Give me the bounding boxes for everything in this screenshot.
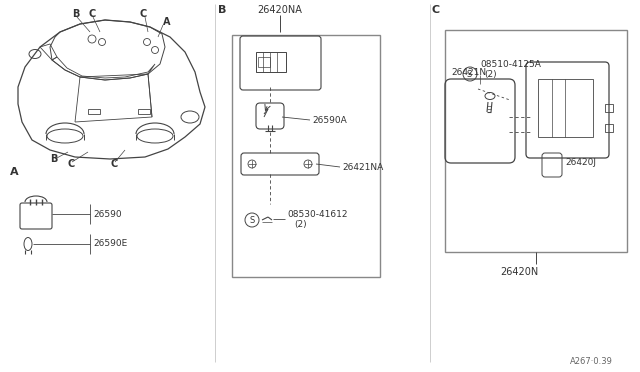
Text: A: A — [10, 167, 19, 177]
Text: 08530-41612: 08530-41612 — [287, 209, 348, 218]
Text: 26420NA: 26420NA — [257, 5, 303, 15]
Text: 08510-4125A: 08510-4125A — [480, 60, 541, 68]
Bar — [88, 109, 100, 114]
Bar — [256, 52, 286, 72]
Text: C: C — [432, 5, 440, 15]
Text: 26420J: 26420J — [565, 157, 596, 167]
Text: B: B — [218, 5, 227, 15]
Text: B: B — [50, 154, 58, 164]
Bar — [232, 35, 380, 277]
Text: B: B — [72, 9, 79, 19]
Text: 26590E: 26590E — [93, 240, 127, 248]
Text: C: C — [67, 159, 74, 169]
Bar — [258, 57, 270, 67]
Bar — [605, 124, 613, 132]
Text: (2): (2) — [294, 219, 307, 228]
Text: 26421N: 26421N — [451, 67, 486, 77]
Bar — [605, 104, 613, 112]
Text: C: C — [88, 9, 95, 19]
Bar — [538, 79, 593, 137]
Text: 26590A: 26590A — [312, 115, 347, 125]
Bar — [138, 109, 150, 114]
Text: S: S — [467, 70, 472, 78]
Text: A267·0.39: A267·0.39 — [570, 357, 613, 366]
Text: (2): (2) — [484, 70, 497, 78]
Text: S: S — [249, 215, 254, 224]
Text: C: C — [110, 159, 117, 169]
Text: 26590: 26590 — [93, 209, 122, 218]
Text: 26421NA: 26421NA — [342, 163, 383, 171]
Bar — [445, 30, 627, 252]
Text: 26420N: 26420N — [500, 267, 538, 277]
Text: A: A — [163, 17, 170, 27]
Text: C: C — [140, 9, 147, 19]
